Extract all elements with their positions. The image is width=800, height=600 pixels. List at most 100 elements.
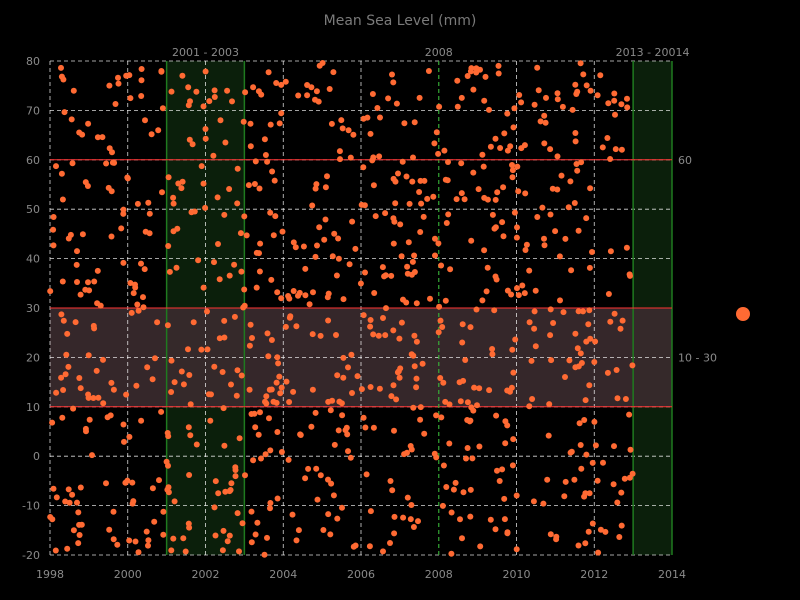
scatter-point[interactable]: [611, 310, 618, 317]
scatter-point[interactable]: [380, 548, 386, 555]
scatter-point[interactable]: [250, 457, 257, 464]
scatter-point[interactable]: [338, 400, 345, 407]
scatter-point[interactable]: [477, 66, 483, 73]
scatter-point[interactable]: [401, 120, 408, 127]
scatter-point[interactable]: [204, 308, 210, 315]
scatter-point[interactable]: [58, 311, 65, 318]
scatter-point[interactable]: [329, 397, 336, 404]
scatter-point[interactable]: [416, 94, 423, 101]
scatter-point[interactable]: [411, 252, 418, 259]
scatter-point[interactable]: [164, 430, 171, 436]
scatter-point[interactable]: [424, 195, 431, 202]
scatter-point[interactable]: [149, 485, 156, 492]
scatter-point[interactable]: [461, 196, 468, 203]
scatter-point[interactable]: [274, 354, 281, 361]
scatter-point[interactable]: [50, 226, 57, 233]
scatter-point[interactable]: [350, 131, 357, 138]
scatter-point[interactable]: [251, 181, 258, 187]
scatter-point[interactable]: [85, 394, 92, 401]
scatter-point[interactable]: [411, 269, 418, 275]
scatter-point[interactable]: [309, 202, 316, 209]
scatter-point[interactable]: [269, 168, 276, 175]
scatter-point[interactable]: [501, 516, 508, 523]
scatter-point[interactable]: [190, 319, 197, 326]
scatter-point[interactable]: [321, 236, 328, 243]
scatter-point[interactable]: [140, 294, 146, 301]
scatter-point[interactable]: [577, 350, 584, 357]
scatter-point[interactable]: [345, 448, 351, 455]
scatter-point[interactable]: [186, 472, 193, 478]
scatter-point[interactable]: [293, 323, 300, 330]
scatter-point[interactable]: [487, 516, 494, 523]
scatter-point[interactable]: [228, 480, 235, 487]
scatter-point[interactable]: [541, 242, 548, 249]
scatter-point[interactable]: [207, 417, 214, 424]
scatter-point[interactable]: [602, 528, 609, 535]
scatter-point[interactable]: [231, 261, 238, 268]
scatter-point[interactable]: [252, 424, 259, 431]
scatter-point[interactable]: [221, 211, 228, 218]
scatter-point[interactable]: [413, 300, 420, 307]
scatter-point[interactable]: [604, 135, 611, 141]
scatter-point[interactable]: [324, 294, 331, 301]
scatter-point[interactable]: [592, 338, 599, 345]
scatter-point[interactable]: [605, 291, 612, 297]
scatter-point[interactable]: [408, 502, 415, 508]
scatter-point[interactable]: [409, 258, 416, 265]
scatter-point[interactable]: [334, 372, 341, 379]
scatter-point[interactable]: [159, 105, 166, 112]
scatter-point[interactable]: [340, 296, 347, 303]
scatter-point[interactable]: [49, 516, 56, 523]
scatter-point[interactable]: [375, 332, 382, 339]
scatter-point[interactable]: [278, 110, 285, 117]
scatter-point[interactable]: [132, 538, 139, 545]
scatter-point[interactable]: [142, 228, 149, 235]
scatter-point[interactable]: [255, 431, 262, 438]
scatter-point[interactable]: [387, 540, 393, 546]
scatter-point[interactable]: [143, 528, 150, 535]
scatter-point[interactable]: [268, 337, 275, 343]
scatter-point[interactable]: [64, 545, 71, 552]
scatter-point[interactable]: [600, 459, 606, 466]
scatter-point[interactable]: [344, 431, 351, 438]
scatter-point[interactable]: [76, 521, 83, 528]
scatter-point[interactable]: [577, 442, 584, 448]
scatter-point[interactable]: [587, 185, 594, 192]
scatter-point[interactable]: [233, 392, 240, 399]
scatter-point[interactable]: [277, 390, 284, 397]
scatter-point[interactable]: [595, 549, 602, 556]
scatter-point[interactable]: [347, 154, 354, 161]
scatter-point[interactable]: [413, 338, 420, 345]
scatter-point[interactable]: [70, 527, 77, 534]
scatter-point[interactable]: [49, 419, 56, 426]
scatter-point[interactable]: [578, 159, 585, 166]
scatter-point[interactable]: [104, 414, 111, 421]
scatter-point[interactable]: [345, 127, 352, 134]
scatter-point[interactable]: [314, 242, 320, 249]
scatter-point[interactable]: [448, 550, 455, 557]
scatter-point[interactable]: [333, 332, 339, 338]
scatter-point[interactable]: [554, 153, 561, 160]
scatter-point[interactable]: [453, 196, 460, 203]
scatter-point[interactable]: [261, 136, 268, 143]
scatter-point[interactable]: [47, 288, 54, 295]
scatter-point[interactable]: [540, 500, 547, 507]
scatter-point[interactable]: [202, 68, 209, 75]
scatter-point[interactable]: [186, 524, 193, 531]
scatter-point[interactable]: [108, 188, 115, 195]
scatter-point[interactable]: [168, 88, 175, 95]
scatter-point[interactable]: [460, 377, 467, 384]
scatter-point[interactable]: [312, 185, 319, 192]
scatter-point[interactable]: [575, 308, 582, 315]
scatter-point[interactable]: [522, 247, 529, 253]
scatter-point[interactable]: [438, 414, 445, 421]
scatter-point[interactable]: [187, 98, 193, 105]
scatter-point[interactable]: [212, 478, 219, 485]
scatter-point[interactable]: [234, 367, 241, 374]
scatter-point[interactable]: [415, 518, 421, 525]
scatter-point[interactable]: [431, 140, 438, 147]
scatter-point[interactable]: [340, 374, 347, 381]
scatter-point[interactable]: [437, 317, 444, 324]
scatter-point[interactable]: [164, 322, 171, 329]
scatter-point[interactable]: [515, 292, 522, 299]
